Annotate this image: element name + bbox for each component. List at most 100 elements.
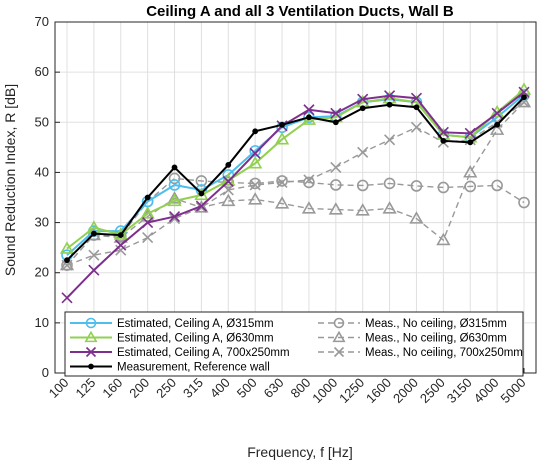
point-2-4000 xyxy=(491,107,503,119)
point-0-250 xyxy=(168,179,181,191)
series-4 xyxy=(61,172,530,271)
point-3-315 xyxy=(198,190,205,197)
point-4-4000 xyxy=(491,179,503,192)
y-tick-label-40: 40 xyxy=(35,164,49,179)
point-6-800 xyxy=(303,174,315,186)
point-1-160 xyxy=(113,227,128,240)
point-4-2500 xyxy=(437,181,450,194)
point-1-500 xyxy=(248,156,263,169)
point-4-315 xyxy=(195,175,208,187)
point-5-160 xyxy=(113,230,128,243)
point-4-250 xyxy=(168,172,181,185)
x-tick-label-1600: 1600 xyxy=(363,375,394,406)
point-4-800 xyxy=(303,176,315,189)
x-tick-label-1000: 1000 xyxy=(309,375,340,406)
x-tick-label-400: 400 xyxy=(207,375,233,401)
point-5-500 xyxy=(248,192,263,205)
point-4-2000 xyxy=(410,180,423,192)
point-0-500 xyxy=(249,145,261,157)
point-6-100 xyxy=(61,259,73,271)
point-3-1000 xyxy=(332,119,339,126)
y-tick-label-30: 30 xyxy=(35,215,49,230)
point-2-125 xyxy=(88,264,100,276)
x-tick-label-500: 500 xyxy=(234,375,260,401)
legend-label-5: Meas., No ceiling, Ø630mm xyxy=(365,333,507,345)
y-tick-label-70: 70 xyxy=(35,14,49,29)
point-6-200 xyxy=(142,232,154,244)
point-5-1250 xyxy=(355,203,370,216)
legend-label-1: Estimated, Ceiling A, Ø630mm xyxy=(117,333,274,345)
chart-title: Ceiling A and all 3 Ventilation Ducts, W… xyxy=(146,3,454,20)
point-4-630 xyxy=(276,175,288,187)
point-3-630 xyxy=(279,121,285,128)
point-6-400 xyxy=(222,184,234,196)
series-6 xyxy=(61,96,530,271)
point-2-200 xyxy=(142,217,154,229)
series-3 xyxy=(64,94,527,264)
point-5-630 xyxy=(274,196,290,209)
point-3-125 xyxy=(90,230,97,237)
series-line-1 xyxy=(66,88,525,250)
point-5-400 xyxy=(221,193,236,207)
point-3-250 xyxy=(171,164,178,171)
x-tick-label-630: 630 xyxy=(261,375,287,401)
point-1-200 xyxy=(140,206,155,219)
point-3-1250 xyxy=(359,105,366,112)
point-3-160 xyxy=(117,232,124,239)
point-5-250 xyxy=(167,191,182,204)
point-2-1250 xyxy=(357,93,369,105)
y-tick-label-10: 10 xyxy=(35,315,49,330)
x-tick-label-100: 100 xyxy=(46,375,72,401)
x-axis-label: Frequency, f [Hz] xyxy=(247,444,353,460)
x-tick-label-5000: 5000 xyxy=(497,375,528,406)
legend-marker-3 xyxy=(88,363,94,370)
point-5-4000 xyxy=(489,122,505,135)
x-tick-label-3150: 3150 xyxy=(444,375,475,406)
legend-label-2: Estimated, Ceiling A, 700x250mm xyxy=(117,347,290,359)
y-tick-label-0: 0 xyxy=(42,365,49,380)
x-tick-label-4000: 4000 xyxy=(471,375,502,406)
x-tick-label-125: 125 xyxy=(72,375,98,401)
point-1-315 xyxy=(194,187,209,201)
legend-marker-2 xyxy=(85,346,97,358)
y-tick-label-20: 20 xyxy=(35,265,49,280)
point-2-3150 xyxy=(464,127,476,139)
point-3-2000 xyxy=(413,104,420,111)
point-6-500 xyxy=(249,179,261,191)
point-2-400 xyxy=(222,175,234,188)
legend-marker-4 xyxy=(333,317,345,329)
y-axis-label: Sound Reduction Index, R [dB] xyxy=(2,84,18,276)
point-3-2500 xyxy=(440,137,447,144)
point-5-1000 xyxy=(328,202,343,215)
legend: Estimated, Ceiling A, Ø315mm Estimated, C… xyxy=(64,311,524,377)
point-2-2000 xyxy=(410,92,423,104)
point-3-100 xyxy=(64,257,70,264)
series-layer xyxy=(59,82,532,304)
point-4-1250 xyxy=(356,179,369,192)
x-tick-label-250: 250 xyxy=(153,375,179,401)
point-4-5000 xyxy=(518,196,530,209)
y-tick-label-50: 50 xyxy=(35,114,49,129)
legend-box xyxy=(64,311,524,377)
point-3-4000 xyxy=(494,121,501,128)
point-3-500 xyxy=(252,128,259,135)
point-2-100 xyxy=(61,292,73,304)
point-2-160 xyxy=(115,239,127,251)
legend-marker-0 xyxy=(85,317,97,329)
point-2-1600 xyxy=(384,90,396,102)
legend-label-0: Estimated, Ceiling A, Ø315mm xyxy=(117,318,274,330)
point-5-800 xyxy=(301,201,317,214)
point-1-630 xyxy=(274,131,290,145)
legend-label-6: Meas., No ceiling, 700x250mm xyxy=(365,347,523,359)
x-tick-label-1250: 1250 xyxy=(336,375,367,406)
point-6-630 xyxy=(276,176,288,189)
point-2-250 xyxy=(168,210,181,223)
point-2-315 xyxy=(195,200,207,212)
point-6-1250 xyxy=(357,146,369,158)
point-2-800 xyxy=(303,104,315,116)
legend-label-3: Measurement, Reference wall xyxy=(117,362,270,374)
point-1-100 xyxy=(59,241,75,254)
point-4-500 xyxy=(249,177,261,190)
legend-marker-1 xyxy=(84,330,98,343)
